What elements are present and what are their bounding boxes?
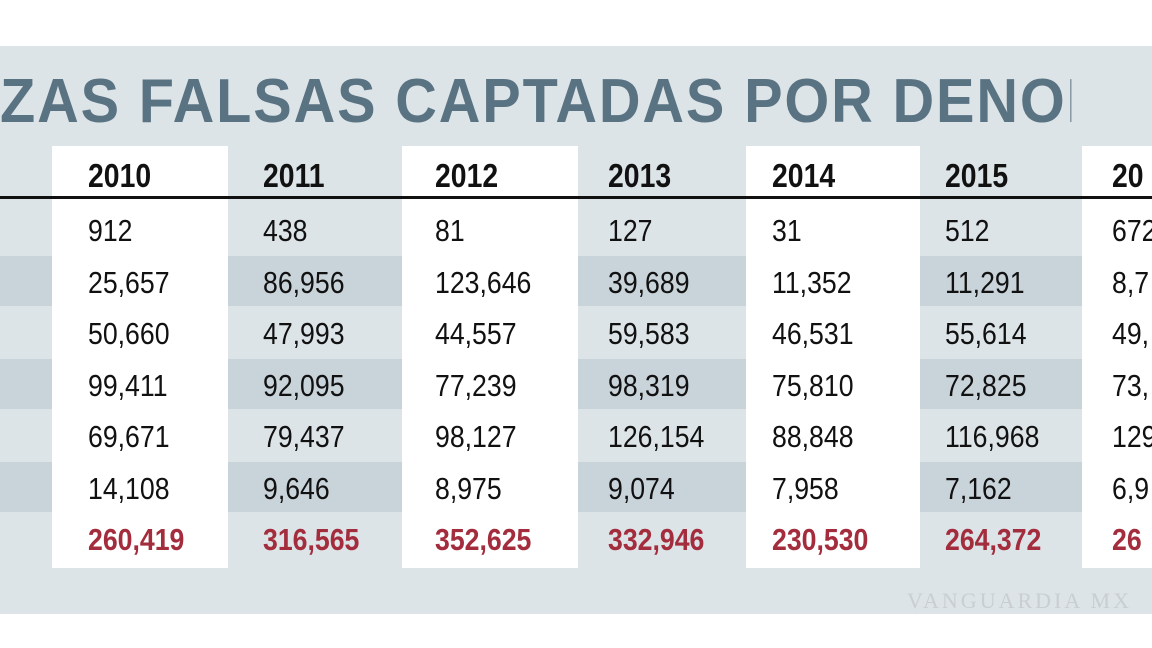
- column-bg: [402, 146, 578, 568]
- cell: 438: [263, 213, 308, 248]
- cell: 69,671: [88, 419, 170, 454]
- cell: 88,848: [772, 419, 854, 454]
- row-stripe: [228, 358, 402, 409]
- cell: 31: [772, 213, 802, 248]
- total-cell: 230,530: [772, 522, 869, 557]
- cell: 92,095: [263, 367, 345, 403]
- column-bg: [52, 146, 228, 568]
- row-stripe: [578, 461, 746, 512]
- cell: 912: [88, 213, 133, 248]
- row-stripe: [0, 461, 52, 512]
- cell: 8,975: [435, 470, 502, 506]
- cell: 86,956: [263, 264, 345, 300]
- cell: 55,614: [945, 316, 1027, 351]
- row-stripe: [0, 255, 52, 306]
- row-stripe: [228, 255, 402, 306]
- cell: 8,7: [1112, 264, 1150, 300]
- header-rule: [0, 196, 1152, 199]
- total-cell: 332,946: [608, 522, 705, 557]
- row-stripe: [0, 358, 52, 409]
- total-cell: 352,625: [435, 522, 532, 557]
- cell: 77,239: [435, 367, 517, 403]
- column-header: 2013: [608, 157, 672, 194]
- cell: 81: [435, 213, 465, 248]
- cell: 14,108: [88, 470, 170, 506]
- cell: 7,958: [772, 470, 839, 506]
- total-cell: 264,372: [945, 522, 1042, 557]
- column-header: 2012: [435, 157, 499, 194]
- cell: 49,: [1112, 316, 1150, 351]
- cell: 126,154: [608, 419, 705, 454]
- column-bg: [746, 146, 920, 568]
- total-cell: 316,565: [263, 522, 360, 557]
- cell: 127: [608, 213, 653, 248]
- total-cell: 26: [1112, 522, 1142, 557]
- cell: 7,162: [945, 470, 1012, 506]
- cell: 11,352: [772, 264, 852, 300]
- row-stripe: [920, 358, 1082, 409]
- cell: 47,993: [263, 316, 345, 351]
- watermark: VANGUARDIA MX: [906, 588, 1132, 613]
- column-bg: [1082, 146, 1152, 568]
- row-stripe: [920, 461, 1082, 512]
- cell: 672: [1112, 213, 1152, 248]
- cell: 9,646: [263, 470, 330, 506]
- column-header: 2014: [772, 157, 836, 194]
- cell: 129: [1112, 419, 1152, 454]
- row-stripe: [228, 461, 402, 512]
- cell: 73,: [1112, 367, 1150, 403]
- cell: 46,531: [772, 316, 854, 351]
- cell: 72,825: [945, 367, 1027, 403]
- cell: 59,583: [608, 316, 690, 351]
- cell: 99,411: [88, 367, 168, 403]
- cell: 512: [945, 213, 990, 248]
- cell: 123,646: [435, 264, 532, 300]
- column-header: 2011: [263, 157, 325, 194]
- cell: 50,660: [88, 316, 170, 351]
- row-stripe: [578, 358, 746, 409]
- column-header: 2010: [88, 157, 152, 194]
- cell: 98,127: [435, 419, 517, 454]
- row-stripe: [920, 255, 1082, 306]
- cell: 98,319: [608, 367, 690, 403]
- row-stripe: [578, 255, 746, 306]
- cell: 11,291: [945, 264, 1025, 300]
- cell: 116,968: [945, 419, 1040, 454]
- column-header: 20: [1112, 157, 1144, 194]
- total-cell: 260,419: [88, 522, 185, 557]
- cell: 75,810: [772, 367, 854, 403]
- cell: 9,074: [608, 470, 675, 506]
- column-header: 2015: [945, 157, 1009, 194]
- cell: 79,437: [263, 419, 345, 454]
- cell: 6,9: [1112, 470, 1150, 506]
- title: ZAS FALSAS CAPTADAS POR DENOMINAC: [0, 67, 1071, 136]
- cell: 39,689: [608, 264, 690, 300]
- cell: 25,657: [88, 264, 170, 300]
- cell: 44,557: [435, 316, 517, 351]
